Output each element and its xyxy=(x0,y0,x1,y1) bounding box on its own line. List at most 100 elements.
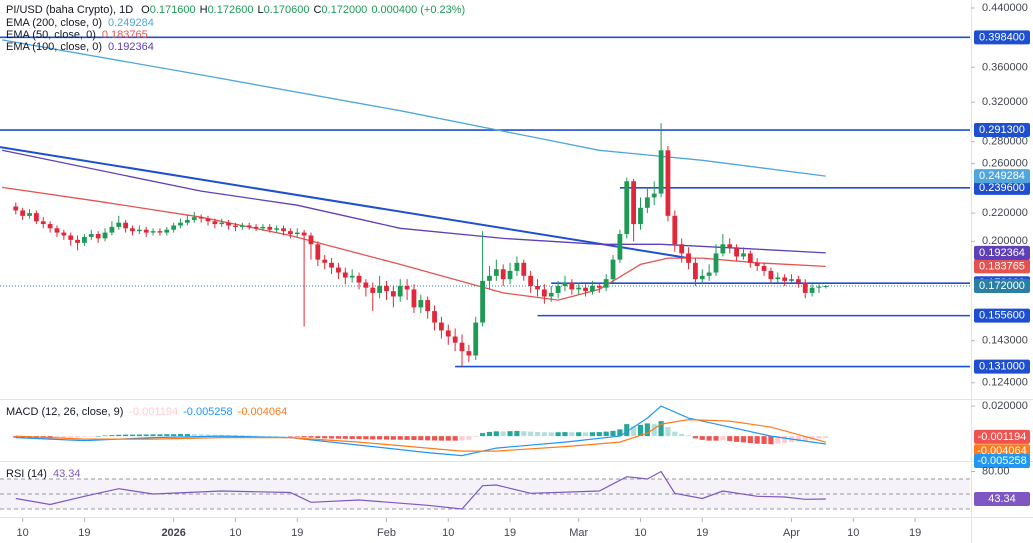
candle-body xyxy=(33,213,39,222)
candle-body xyxy=(720,244,726,254)
y-tick-label: 0.124000 xyxy=(982,377,1028,389)
candle-body xyxy=(336,267,341,273)
candle-body xyxy=(541,289,547,297)
candle-body xyxy=(13,206,19,211)
candle-body xyxy=(294,232,300,235)
candle-body xyxy=(20,210,26,216)
macd-histogram-bar xyxy=(706,436,712,441)
last-price-label-bg xyxy=(974,278,1030,293)
macd-histogram-bar xyxy=(459,436,465,441)
macd-histogram-bar xyxy=(143,434,149,437)
candle-body xyxy=(150,231,156,233)
macd-histogram-bar xyxy=(95,435,101,437)
macd-histogram-bar xyxy=(280,436,287,437)
macd-histogram-bar xyxy=(171,434,177,437)
level-label: 0.239600 xyxy=(979,182,1025,194)
legend-text: 0.192364 xyxy=(108,41,154,53)
macd-histogram-bar xyxy=(576,432,582,437)
macd-histogram-bar xyxy=(54,436,60,439)
macd-histogram-bar xyxy=(212,434,218,437)
legend-text: -0.004064 xyxy=(238,406,288,418)
legend-text: 0.183765 xyxy=(102,29,148,41)
candle-body xyxy=(473,322,479,356)
candle-body xyxy=(795,279,801,283)
candle-body xyxy=(734,247,739,257)
macd-histogram-bar xyxy=(582,432,589,437)
x-tick-label: 19 xyxy=(909,527,921,539)
y-tick-label: 0.220000 xyxy=(982,207,1028,219)
macd-label: -0.005258 xyxy=(977,455,1027,467)
macd-histogram-bar xyxy=(665,427,671,437)
candle-body xyxy=(315,244,321,260)
x-tick-label: 10 xyxy=(229,527,241,539)
macd-histogram-bar xyxy=(68,436,74,438)
macd-histogram-bar xyxy=(81,436,88,437)
candle-body xyxy=(452,336,458,343)
macd-histogram-bar xyxy=(521,431,527,437)
trendline xyxy=(0,146,689,260)
candle-body xyxy=(823,285,829,287)
candle-body xyxy=(507,270,513,280)
macd-histogram-bar xyxy=(438,436,444,441)
ema-label-bg xyxy=(974,169,1030,184)
candle-body xyxy=(356,275,362,283)
candle-body xyxy=(624,181,630,235)
rsi-label-bg xyxy=(974,492,1030,507)
candle-body xyxy=(267,226,273,230)
macd-histogram-bar xyxy=(116,434,122,437)
y-tick-label: 0.020000 xyxy=(982,400,1028,412)
candle-body xyxy=(342,272,348,278)
candle-body xyxy=(143,229,149,233)
macd-histogram-bar xyxy=(768,436,774,445)
macd-histogram-bar xyxy=(61,436,67,438)
candle-body xyxy=(493,269,499,276)
macd-histogram-bar xyxy=(569,432,575,437)
candle-body xyxy=(768,270,774,280)
candle-body xyxy=(274,228,280,230)
candle-body xyxy=(191,217,197,220)
macd-histogram-bar xyxy=(219,434,225,437)
candle-body xyxy=(638,207,643,225)
macd-histogram-bar xyxy=(672,431,678,437)
macd-histogram-bar xyxy=(823,436,829,438)
candle-body xyxy=(528,275,534,286)
candle-body xyxy=(487,275,492,281)
macd-histogram-bar xyxy=(184,434,190,437)
candle-body xyxy=(603,279,609,288)
level-label-bg xyxy=(974,30,1030,45)
candle-body xyxy=(535,285,540,290)
candle-body xyxy=(82,236,87,243)
level-label: 0.131000 xyxy=(979,360,1025,372)
candle-body xyxy=(569,282,575,290)
macd-histogram-bar xyxy=(679,433,685,437)
candle-body xyxy=(425,300,431,312)
macd-histogram-bar xyxy=(761,436,767,444)
candle-body xyxy=(583,287,588,292)
candle-body xyxy=(226,222,232,226)
macd-label-bg xyxy=(974,454,1030,469)
legend-text: 0.172000 xyxy=(321,4,367,16)
candle-body xyxy=(816,286,822,288)
candle-body xyxy=(198,217,204,219)
candle-body xyxy=(260,226,266,229)
candle-body xyxy=(576,287,582,290)
macd-histogram-bar xyxy=(397,436,403,440)
macd-histogram-bar xyxy=(500,431,506,437)
candle-body xyxy=(789,279,794,281)
candle-body xyxy=(548,292,554,297)
macd-histogram-bar xyxy=(390,436,396,440)
macd-histogram-bar xyxy=(528,431,534,437)
macd-histogram-bar xyxy=(164,434,170,437)
candle-body xyxy=(363,282,369,288)
candle-body xyxy=(514,262,520,271)
legend-text: EMA (100, close, 0) xyxy=(6,41,102,53)
candle-body xyxy=(171,225,177,230)
candle-body xyxy=(713,253,719,273)
macd-histogram-bar xyxy=(342,436,348,439)
candle-body xyxy=(301,232,307,236)
candle-body xyxy=(665,150,671,216)
y-tick-label: 0.440000 xyxy=(982,2,1028,14)
candle-body xyxy=(706,272,712,276)
macd-histogram-bar xyxy=(486,431,493,437)
level-label-bg xyxy=(974,180,1030,195)
